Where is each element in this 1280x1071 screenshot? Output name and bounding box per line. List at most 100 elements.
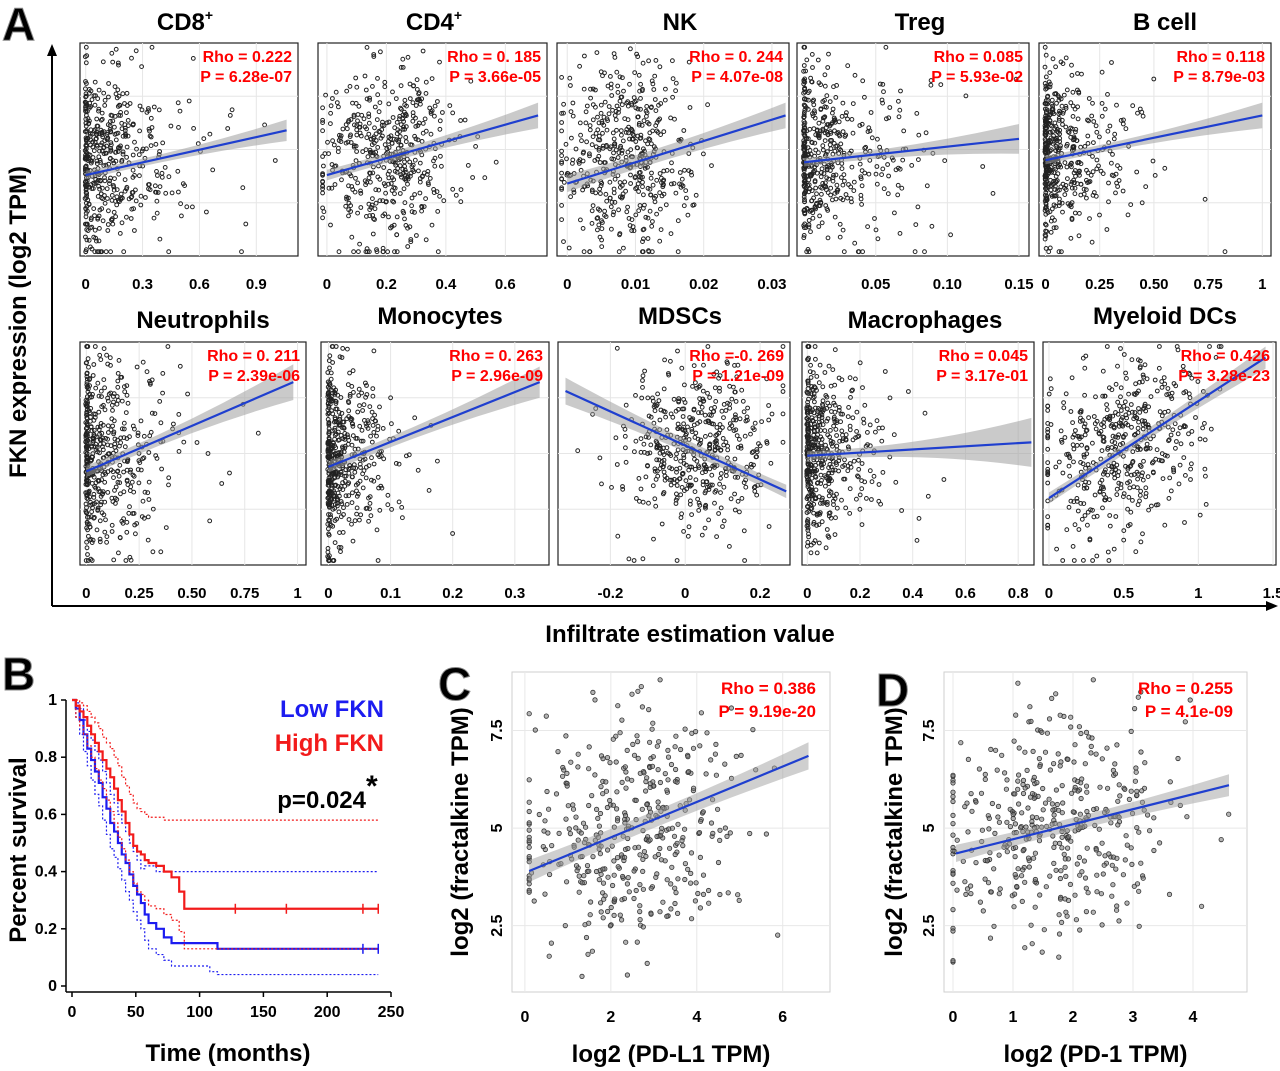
data-point (802, 199, 807, 205)
data-point (850, 130, 856, 136)
data-point (331, 142, 337, 148)
data-point (102, 138, 108, 144)
data-point (98, 117, 104, 123)
data-point (179, 213, 184, 219)
data-point (335, 149, 341, 155)
data-point (598, 191, 603, 196)
data-point (176, 125, 181, 130)
data-point (662, 97, 668, 103)
data-point (855, 249, 861, 255)
data-point (879, 172, 884, 178)
data-point (865, 224, 870, 230)
data-point (686, 168, 692, 174)
data-point (103, 150, 109, 156)
stat-p: P = 5.93e-02 (931, 69, 1023, 86)
data-point (643, 214, 649, 220)
data-point (645, 215, 651, 221)
data-point (1072, 191, 1078, 197)
data-point (358, 190, 364, 196)
data-point (618, 128, 624, 134)
data-point (838, 141, 844, 147)
data-point (670, 94, 675, 100)
data-point (819, 220, 825, 226)
data-point (1069, 62, 1074, 68)
data-point (880, 166, 886, 172)
data-point (830, 197, 835, 203)
data-point (840, 129, 846, 135)
data-point (1043, 52, 1049, 58)
data-point (458, 118, 464, 123)
data-point (873, 171, 879, 177)
data-point (329, 185, 335, 191)
data-point (437, 118, 443, 124)
data-point (240, 185, 246, 191)
data-point (805, 152, 811, 157)
data-point (801, 112, 807, 118)
data-point (409, 203, 415, 209)
data-point (816, 150, 821, 156)
data-point (802, 79, 808, 85)
data-point (561, 180, 567, 185)
data-point (355, 118, 360, 124)
data-point (859, 121, 865, 127)
data-point (361, 116, 367, 122)
data-point (83, 137, 89, 143)
data-point (1098, 168, 1104, 174)
data-point (832, 148, 838, 154)
data-point (670, 58, 675, 64)
data-point (353, 101, 359, 106)
data-point (149, 125, 155, 130)
data-point (320, 172, 326, 178)
data-point (377, 129, 383, 135)
data-point (1151, 76, 1157, 82)
data-point (802, 197, 807, 203)
data-point (663, 202, 669, 208)
data-point (320, 128, 326, 134)
data-point (365, 249, 370, 255)
data-point (577, 120, 583, 126)
data-point (176, 189, 181, 195)
data-point (611, 150, 616, 156)
data-point (802, 190, 807, 196)
data-point (587, 123, 593, 128)
data-point (1222, 249, 1228, 255)
data-point (129, 190, 135, 195)
x-tick-label: 0.05 (861, 276, 890, 293)
data-point (422, 116, 428, 122)
data-point (408, 170, 414, 176)
data-point (640, 184, 645, 190)
x-tick-label: 0.2 (750, 585, 771, 602)
data-point (859, 183, 865, 189)
data-point (820, 181, 826, 186)
data-point (440, 110, 445, 115)
data-point (860, 78, 866, 84)
data-point (386, 214, 391, 220)
data-point (321, 209, 327, 215)
data-point (812, 108, 817, 114)
plot-title-text: CD8 (157, 9, 205, 36)
data-point (823, 180, 828, 186)
data-point (814, 200, 820, 206)
x-tick-label: 0 (82, 276, 90, 293)
data-point (382, 79, 388, 85)
data-point (701, 151, 706, 157)
data-point (1105, 128, 1111, 134)
x-tick-label: 0.5 (1113, 585, 1134, 602)
data-point (416, 90, 422, 96)
data-point (677, 170, 683, 175)
data-point (606, 111, 612, 117)
data-point (432, 103, 438, 109)
data-point (105, 135, 111, 141)
data-point (139, 148, 145, 154)
data-point (332, 182, 338, 187)
data-point (858, 174, 864, 180)
data-point (166, 249, 172, 255)
data-point (349, 184, 355, 189)
data-point (108, 142, 114, 148)
data-point (348, 203, 354, 209)
data-point (603, 191, 609, 197)
data-point (887, 105, 893, 110)
